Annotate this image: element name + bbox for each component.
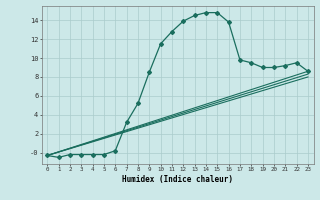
X-axis label: Humidex (Indice chaleur): Humidex (Indice chaleur) <box>122 175 233 184</box>
